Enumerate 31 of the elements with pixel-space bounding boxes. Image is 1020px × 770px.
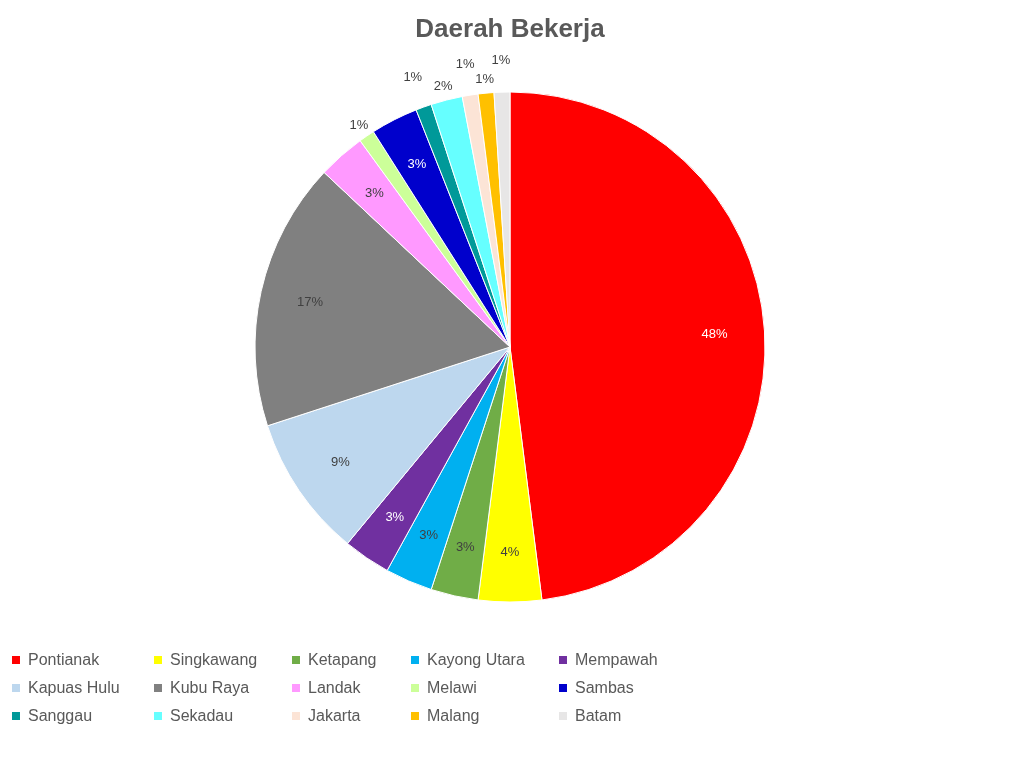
legend-label: Sanggau xyxy=(28,707,93,724)
legend-label: Jakarta xyxy=(308,707,361,724)
data-label: 3% xyxy=(407,156,427,172)
data-label: 3% xyxy=(385,508,405,524)
data-label: 1% xyxy=(491,52,511,68)
legend-label: Sambas xyxy=(575,679,634,696)
legend-label: Mempawah xyxy=(575,651,658,668)
legend-label: Malang xyxy=(427,707,480,724)
legend-label: Landak xyxy=(308,679,362,696)
legend-label: Ketapang xyxy=(308,651,377,668)
data-label: 3% xyxy=(455,539,476,555)
legend-label: Kubu Raya xyxy=(170,679,250,696)
data-label: 9% xyxy=(331,454,351,470)
data-label: 3% xyxy=(419,527,439,543)
data-label: 3% xyxy=(365,185,385,201)
legend-label: Sekadau xyxy=(170,707,234,724)
legend-label: Singkawang xyxy=(170,651,258,668)
data-label: 17% xyxy=(296,294,324,310)
data-label: 2% xyxy=(433,78,453,94)
legend-label: Kapuas Hulu xyxy=(28,679,120,696)
legend-label: Batam xyxy=(575,707,622,724)
data-label: 48% xyxy=(701,326,729,342)
data-label: 1% xyxy=(403,68,423,84)
data-label: 4% xyxy=(500,544,520,559)
chart-title: Daerah Bekerja xyxy=(415,13,606,43)
legend-label: Melawi xyxy=(427,679,477,696)
legend-label: Kayong Utara xyxy=(427,651,525,668)
legend-label: Pontianak xyxy=(28,651,101,668)
data-label: 1% xyxy=(349,116,369,132)
data-label: 1% xyxy=(455,55,475,71)
data-label: 1% xyxy=(475,71,495,87)
